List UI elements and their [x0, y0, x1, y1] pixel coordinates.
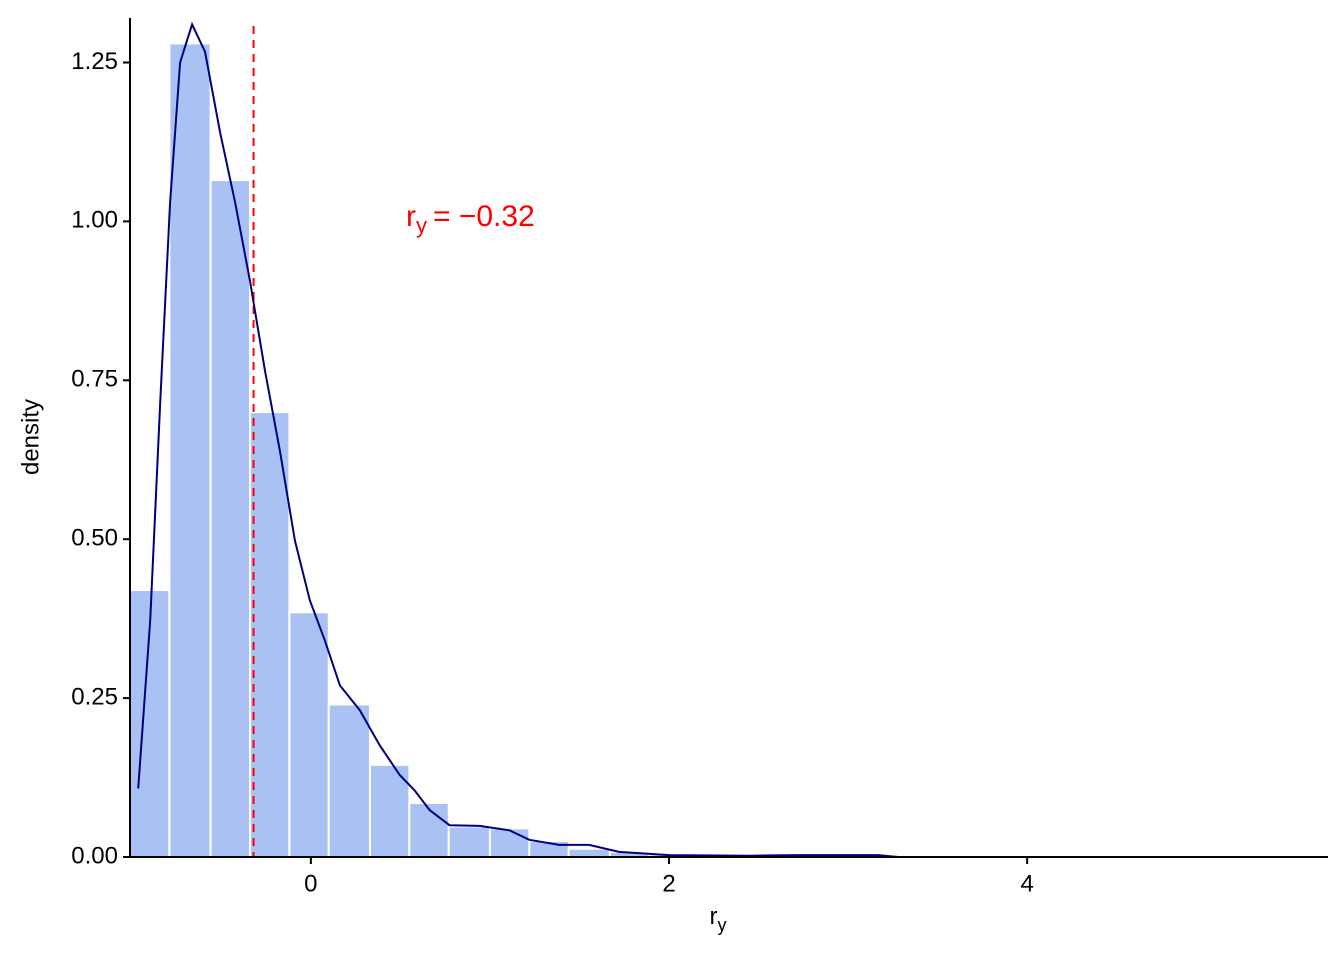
bar — [288, 611, 330, 859]
x-axis-label: ry — [710, 903, 727, 934]
x-tick-label: 2 — [662, 870, 675, 897]
x-label-main: r — [710, 903, 718, 930]
bar — [488, 827, 531, 858]
annotation-sub: y — [416, 213, 427, 238]
y-tick-label: 0.25 — [71, 683, 118, 710]
annotation-main: r — [406, 200, 416, 233]
annotation-text: = −0.32 — [433, 200, 535, 233]
bar — [248, 411, 291, 858]
bar — [408, 801, 450, 859]
x-tick-label: 4 — [1020, 870, 1033, 897]
x-label-sub: y — [718, 915, 727, 935]
y-axis-label: density — [17, 399, 44, 475]
density-curve — [137, 21, 1298, 858]
annotation: ry = −0.32 — [406, 200, 535, 238]
y-tick-label: 1.25 — [71, 48, 118, 75]
y-tick-label: 1.00 — [71, 207, 118, 234]
bar — [168, 42, 212, 858]
y-tick-label: 0.00 — [71, 842, 118, 869]
bar — [327, 703, 371, 858]
bar — [447, 825, 491, 858]
bar — [209, 179, 251, 859]
y-tick-label: 0.75 — [71, 366, 118, 393]
bar — [567, 847, 611, 858]
y-tick-label: 0.50 — [71, 525, 118, 552]
x-tick-label: 0 — [304, 870, 317, 897]
